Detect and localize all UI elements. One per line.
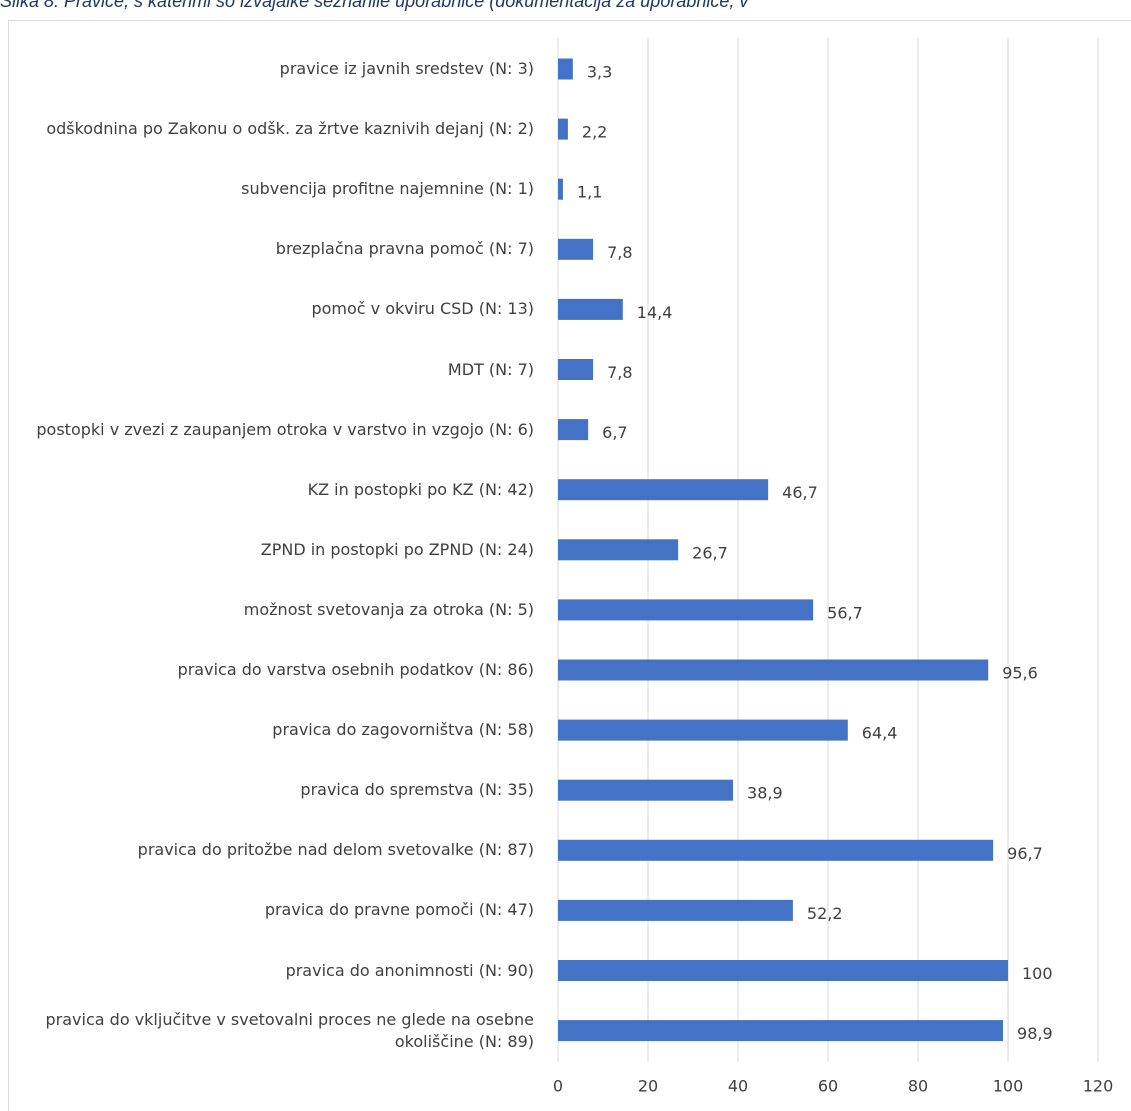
chart-frame: [8, 20, 1131, 1111]
value-label: 95,6: [1002, 664, 1038, 683]
bar: [558, 719, 848, 741]
x-tick-label: 80: [908, 1077, 928, 1096]
y-tick-label: pomoč v okviru CSD (N: 13): [311, 299, 534, 319]
value-label: 2,2: [582, 123, 607, 142]
bar: [558, 479, 769, 501]
y-tick-label: brezplačna pravna pomoč (N: 7): [275, 239, 534, 259]
x-tick-label: 60: [818, 1077, 838, 1096]
y-tick-label: pravica do zagovorništva (N: 58): [272, 720, 534, 740]
x-tick-label: 100: [993, 1077, 1024, 1096]
x-tick-label: 40: [728, 1077, 748, 1096]
bar: [558, 58, 573, 80]
bar: [558, 839, 994, 861]
chart-title: Slika 8: Pravice, s katerimi so izvajalk…: [0, 0, 749, 11]
value-label: 1,1: [577, 183, 602, 202]
y-tick-label: odškodnina po Zakonu o odšk. za žrtve ka…: [46, 119, 534, 139]
bar: [558, 539, 679, 561]
y-tick-label: postopki v zvezi z zaupanjem otroka v va…: [36, 419, 534, 439]
bar: [558, 599, 814, 621]
value-label: 56,7: [827, 603, 863, 622]
bar: [558, 419, 589, 441]
x-tick-label: 0: [553, 1077, 563, 1096]
x-tick-label: 120: [1083, 1077, 1114, 1096]
y-tick-label: pravica do spremstva (N: 35): [300, 780, 534, 800]
value-label: 7,8: [607, 243, 632, 262]
y-tick-label: pravica do pravne pomoči (N: 47): [264, 900, 534, 920]
value-label: 38,9: [747, 784, 783, 803]
value-label: 100: [1022, 964, 1053, 983]
bar: [558, 178, 563, 200]
value-label: 14,4: [637, 303, 673, 322]
bar: [558, 899, 793, 921]
bar: [558, 238, 594, 260]
bar: [558, 298, 623, 320]
y-tick-label: KZ in postopki po KZ (N: 42): [307, 479, 534, 499]
y-tick-label: pravice iz javnih sredstev (N: 3): [279, 59, 534, 78]
x-tick-label: 20: [638, 1077, 658, 1096]
y-tick-label: pravica do anonimnosti (N: 90): [285, 960, 534, 980]
y-tick-label: možnost svetovanja za otroka (N: 5): [243, 599, 534, 619]
value-label: 46,7: [782, 483, 818, 502]
bar: [558, 779, 734, 801]
value-label: 26,7: [692, 543, 728, 562]
value-label: 98,9: [1017, 1024, 1053, 1043]
bar: [558, 659, 989, 681]
y-tick-label: ZPND in postopki po ZPND (N: 24): [260, 539, 534, 559]
bar: [558, 1020, 1004, 1042]
y-tick-label: subvencija profitne najemnine (N: 1): [241, 179, 534, 199]
y-tick-label: pravica do pritožbe nad delom svetovalke…: [137, 840, 534, 860]
value-label: 3,3: [587, 63, 612, 82]
bar: [558, 960, 1008, 981]
value-label: 7,8: [607, 363, 632, 382]
value-label: 6,7: [602, 423, 627, 442]
y-tick-label: pravica do vključitve v svetovalni proce…: [45, 1009, 534, 1051]
bar: [558, 118, 568, 140]
bar: [558, 359, 594, 380]
value-label: 64,4: [862, 724, 898, 743]
y-tick-label: pravica do varstva osebnih podatkov (N: …: [177, 660, 534, 679]
value-label: 52,2: [807, 904, 843, 923]
y-tick-label: MDT (N: 7): [447, 359, 534, 379]
value-label: 96,7: [1007, 844, 1043, 863]
